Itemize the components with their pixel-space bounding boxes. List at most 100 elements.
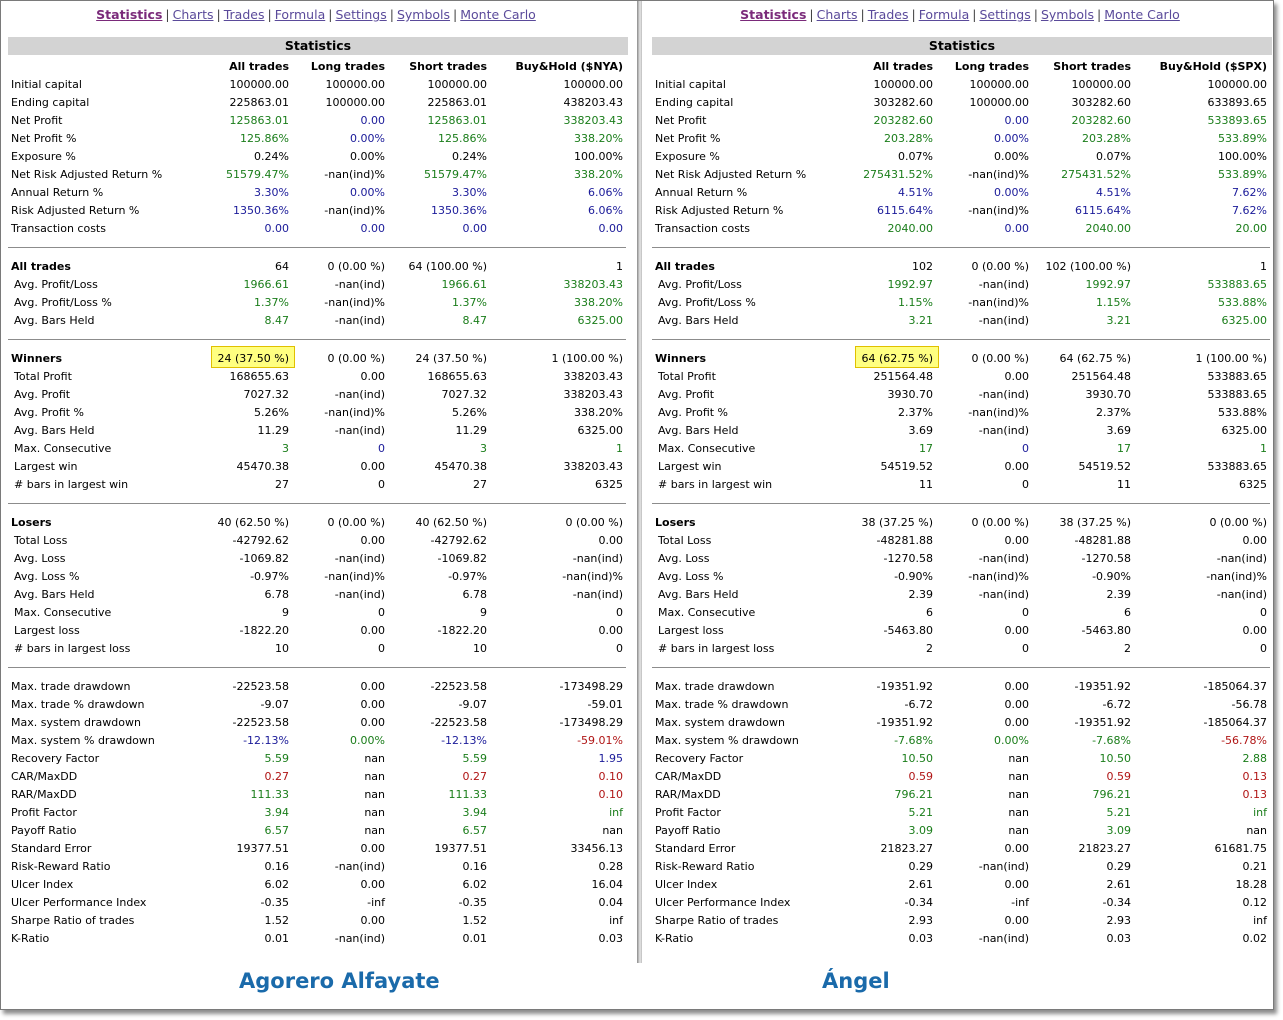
- stat-value-buy-hold-nya: 338203.43: [563, 114, 624, 127]
- stat-value-long-trades: 0.00%: [994, 734, 1029, 747]
- stat-label: Annual Return %: [11, 186, 104, 199]
- stat-label: Avg. Loss: [14, 552, 66, 565]
- stat-row-standard-error: Standard Error 21823.27 0.00 21823.27 61681.…: [645, 840, 1273, 858]
- stat-value-short-trades: -0.35: [458, 896, 487, 909]
- column-header-long-trades: Long trades: [954, 60, 1029, 73]
- stat-value-all-trades: 17: [919, 442, 933, 455]
- stat-label: CAR/MaxDD: [11, 770, 78, 783]
- stat-label: Max. Consecutive: [14, 606, 112, 619]
- nav-link-statistics[interactable]: Statistics: [96, 7, 163, 22]
- nav-link-statistics[interactable]: Statistics: [740, 7, 807, 22]
- stat-value-short-trades: 3.21: [1106, 314, 1132, 327]
- section-title: Statistics: [8, 37, 628, 55]
- stat-value-long-trades: 0.00%: [350, 734, 385, 747]
- nav-link-charts[interactable]: Charts: [172, 7, 214, 22]
- stat-label: Largest loss: [658, 624, 724, 637]
- stat-value-short-trades: -19351.92: [1074, 716, 1131, 729]
- stat-value-long-trades: -nan(ind): [334, 424, 385, 437]
- stat-value-buy-hold-nya: 338203.43: [563, 388, 624, 401]
- stat-label: Avg. Profit/Loss %: [14, 296, 112, 309]
- stat-row-avg-profit-loss: Avg. Profit/Loss 1966.61 -nan(ind) 1966.61 3…: [1, 276, 631, 294]
- nav-link-trades[interactable]: Trades: [223, 7, 265, 22]
- left-panel-caption: Agorero Alfayate: [239, 969, 440, 993]
- stat-value-long-trades: nan: [364, 824, 385, 837]
- stat-value-short-trades: 0.27: [462, 770, 488, 783]
- stat-value-buy-hold-spx: 533883.65: [1207, 370, 1268, 383]
- stat-value-buy-hold-spx: -185064.37: [1203, 680, 1267, 693]
- stat-value-buy-hold-nya: 16.04: [591, 878, 624, 891]
- stat-value-long-trades: -nan(ind)%: [324, 296, 385, 309]
- stat-row-net-risk-adjusted-return: Net Risk Adjusted Return % 275431.52% -nan…: [645, 166, 1273, 184]
- stat-value-long-trades: 0.00: [360, 624, 386, 637]
- stat-value-buy-hold-spx: 633893.65: [1207, 96, 1268, 109]
- nav-link-formula[interactable]: Formula: [918, 7, 970, 22]
- stat-row-avg-profit-loss: Avg. Profit/Loss % 1.37% -nan(ind)% 1.37% 33…: [1, 294, 631, 312]
- stat-value-all-trades: 5.26%: [254, 406, 289, 419]
- stat-row-sharpe-ratio-of-trades: Sharpe Ratio of trades 1.52 0.00 1.52 inf: [1, 912, 631, 930]
- stat-label: Payoff Ratio: [11, 824, 77, 837]
- stat-value-buy-hold-spx: 533883.65: [1207, 278, 1268, 291]
- stat-row-risk-adjusted-return: Risk Adjusted Return % 1350.36% -nan(ind)%…: [1, 202, 631, 220]
- stat-value-short-trades: -22523.58: [430, 716, 487, 729]
- nav-link-symbols[interactable]: Symbols: [396, 7, 451, 22]
- stat-value-all-trades: 2.93: [908, 914, 934, 927]
- stat-value-short-trades: 5.26%: [452, 406, 487, 419]
- stat-value-long-trades: -nan(ind): [978, 860, 1029, 873]
- column-header-short-trades: Short trades: [1053, 60, 1131, 73]
- stat-row-payoff-ratio: Payoff Ratio 3.09 nan 3.09 nan: [645, 822, 1273, 840]
- stat-value-all-trades: 51579.47%: [226, 168, 289, 181]
- stat-value-short-trades: -7.68%: [1092, 734, 1131, 747]
- stat-row-sharpe-ratio-of-trades: Sharpe Ratio of trades 2.93 0.00 2.93 inf: [645, 912, 1273, 930]
- nav-link-trades[interactable]: Trades: [867, 7, 909, 22]
- stat-value-short-trades: 2.93: [1106, 914, 1132, 927]
- stat-value-buy-hold-spx: 533883.65: [1207, 388, 1268, 401]
- stat-value-short-trades: -48281.88: [1074, 534, 1131, 547]
- stat-value-buy-hold-nya: 1: [616, 260, 623, 273]
- stat-label: Max. system % drawdown: [655, 734, 799, 747]
- stat-row-all-trades: All trades 102 0 (0.00 %) 102 (100.00 %) 1: [645, 258, 1273, 276]
- stat-label: Largest win: [658, 460, 722, 473]
- nav-link-formula[interactable]: Formula: [274, 7, 326, 22]
- stat-value-buy-hold-spx: 0 (0.00 %): [1209, 516, 1267, 529]
- stat-label: Net Profit: [11, 114, 63, 127]
- stat-row-avg-bars-held: Avg. Bars Held 8.47 -nan(ind) 8.47 6325.00: [1, 312, 631, 330]
- stat-value-buy-hold-spx: 18.28: [1235, 878, 1268, 891]
- stat-value-all-trades: 4.51%: [898, 186, 933, 199]
- stat-value-buy-hold-spx: 533.88%: [1218, 296, 1267, 309]
- section-separator: [8, 503, 626, 504]
- stat-row-max-consecutive: Max. Consecutive 6 0 6 0: [645, 604, 1273, 622]
- left-report-panel: Statistics | Charts | Trades | Formula | Setting…: [1, 1, 631, 963]
- section-separator: [8, 339, 626, 340]
- nav-link-symbols[interactable]: Symbols: [1040, 7, 1095, 22]
- stat-label: Recovery Factor: [11, 752, 100, 765]
- stat-value-buy-hold-spx: 0.13: [1242, 788, 1268, 801]
- stat-label: Profit Factor: [655, 806, 721, 819]
- nav-link-settings[interactable]: Settings: [979, 7, 1031, 22]
- stat-value-buy-hold-spx: -56.78: [1231, 698, 1267, 711]
- stat-value-buy-hold-spx: 533893.65: [1207, 114, 1268, 127]
- stat-value-long-trades: 0 (0.00 %): [327, 516, 385, 529]
- nav-link-charts[interactable]: Charts: [816, 7, 858, 22]
- nav-link-monte-carlo[interactable]: Monte Carlo: [460, 7, 536, 22]
- stat-value-all-trades: 3.30%: [254, 186, 289, 199]
- stat-value-all-trades: 100000.00: [229, 78, 290, 91]
- stat-value-long-trades: 0: [378, 642, 385, 655]
- stat-value-buy-hold-nya: -173498.29: [559, 716, 623, 729]
- stat-value-long-trades: 0: [378, 442, 385, 455]
- stat-value-short-trades: 5.21: [1106, 806, 1132, 819]
- nav-link-monte-carlo[interactable]: Monte Carlo: [1104, 7, 1180, 22]
- stat-value-short-trades: 51579.47%: [424, 168, 487, 181]
- stat-value-short-trades: -9.07: [458, 698, 487, 711]
- stat-value-short-trades: 0.16: [462, 860, 488, 873]
- stat-label: Sharpe Ratio of trades: [11, 914, 135, 927]
- stat-value-long-trades: -nan(ind): [334, 388, 385, 401]
- stat-value-long-trades: 100000.00: [969, 96, 1030, 109]
- stat-value-all-trades: 6.78: [264, 588, 290, 601]
- stat-row-initial-capital: Initial capital 100000.00 100000.00 100000.…: [645, 76, 1273, 94]
- stat-value-short-trades: 27: [473, 478, 487, 491]
- nav-link-settings[interactable]: Settings: [335, 7, 387, 22]
- stat-value-long-trades: -nan(ind): [334, 932, 385, 945]
- stat-value-all-trades: 225863.01: [229, 96, 290, 109]
- stat-value-buy-hold-spx: 0.12: [1242, 896, 1268, 909]
- stat-label: RAR/MaxDD: [11, 788, 77, 801]
